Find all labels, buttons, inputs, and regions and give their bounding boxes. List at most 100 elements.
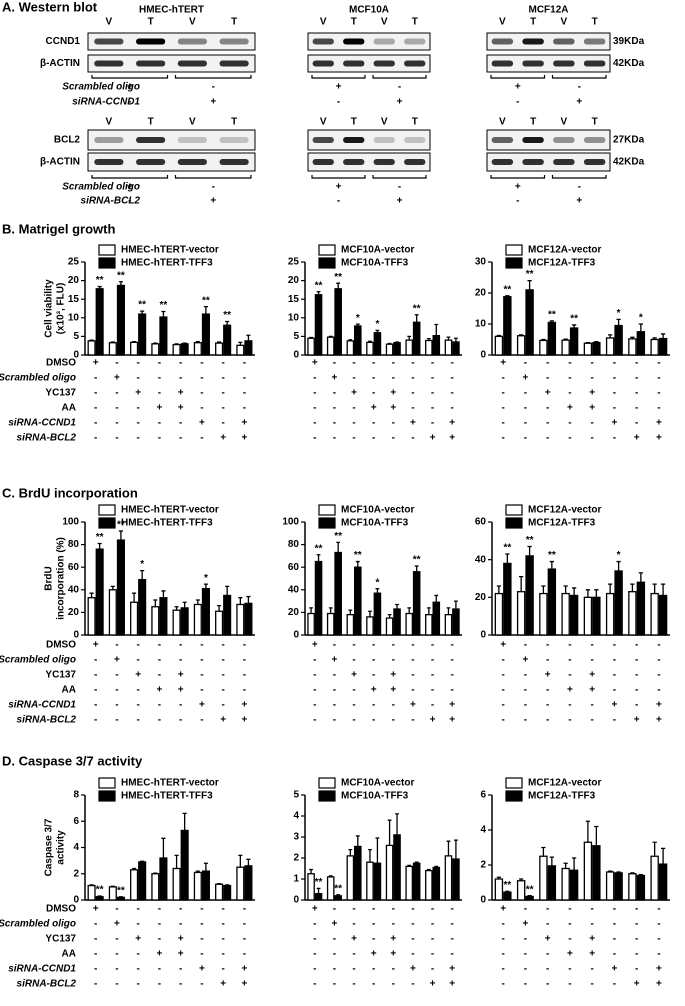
y-tick-label: 60 [68, 562, 80, 573]
blot-band [94, 60, 124, 67]
treatment-sign: + [390, 388, 396, 399]
bar [201, 870, 210, 901]
bar [151, 606, 160, 636]
treatment-label: siRNA-CCND1 [8, 964, 76, 975]
error-bar [238, 854, 243, 868]
treatment-sign: - [392, 715, 395, 726]
lane-label: V [320, 117, 327, 128]
treatment-sign: - [200, 373, 203, 384]
bar [385, 844, 394, 901]
bar [116, 539, 125, 636]
blot-band [94, 38, 124, 45]
error-bar [454, 839, 458, 860]
treatment-sign: + [220, 433, 226, 444]
treatment-sign: - [128, 196, 131, 207]
treatment-sign: + [545, 934, 551, 945]
treatment-sign: - [94, 403, 97, 414]
significance-label: * [639, 313, 643, 324]
legend-swatch [98, 257, 116, 269]
treatment-sign: - [431, 418, 434, 429]
bar [494, 592, 504, 636]
treatment-sign: - [568, 964, 571, 975]
treatment-sign: - [136, 949, 139, 960]
treatment-sign: - [115, 640, 118, 651]
bar [244, 602, 253, 636]
error-bar [519, 878, 524, 881]
treatment-sign: - [451, 403, 454, 414]
bar [314, 560, 323, 636]
error-bar [660, 847, 666, 865]
treatment-sign: + [241, 964, 247, 975]
treatment-sign: - [411, 670, 414, 681]
bar [373, 592, 382, 636]
error-bar [594, 341, 599, 343]
error-bar [97, 542, 102, 550]
treatment-sign: - [313, 964, 316, 975]
treatment-sign: - [392, 979, 395, 990]
bar [373, 332, 382, 356]
treatment-sign: + [312, 358, 318, 369]
significance-label: ** [548, 550, 556, 561]
legend-label: MCF10A-TFF3 [341, 258, 409, 269]
legend-swatch [318, 517, 336, 529]
error-bar [454, 337, 458, 342]
treatment-sign: - [352, 418, 355, 429]
blot-band [553, 159, 575, 165]
significance-label: ** [548, 310, 556, 321]
y-tick-label: 0 [293, 350, 299, 361]
treatment-sign: - [115, 685, 118, 696]
treatment-sign: + [576, 196, 582, 207]
significance-label: ** [526, 535, 534, 546]
significance-label: * [140, 559, 144, 570]
bar [334, 288, 342, 356]
treatment-sign: + [449, 979, 455, 990]
significance-label: ** [503, 284, 511, 295]
blot-band [553, 38, 575, 45]
y-tick-label: 6 [73, 816, 79, 827]
lane-label: T [351, 117, 357, 128]
y-tick-label: 0 [480, 350, 486, 361]
treatment-sign: - [221, 655, 224, 666]
y-tick-label: 5 [73, 331, 79, 342]
treatment-sign: - [243, 685, 246, 696]
error-bar [316, 554, 321, 562]
legend-label: MCF10A-TFF3 [341, 518, 409, 529]
treatment-sign: + [656, 964, 662, 975]
blot-frame [87, 129, 256, 151]
bar [516, 591, 526, 636]
treatment-sign: - [431, 388, 434, 399]
treatment-sign: - [568, 388, 571, 399]
error-bar [118, 281, 123, 286]
blot-frame [307, 54, 431, 73]
treatment-sign: - [313, 685, 316, 696]
treatment-sign: - [546, 700, 549, 711]
bar [354, 325, 362, 356]
bar [569, 594, 579, 636]
error-bar [97, 895, 102, 897]
treatment-sign: - [243, 934, 246, 945]
y-tick-label: 40 [68, 584, 80, 595]
treatment-sign: - [372, 358, 375, 369]
bar [354, 845, 362, 901]
bar [236, 344, 245, 356]
error-bar [309, 336, 313, 339]
treatment-sign: - [590, 418, 593, 429]
y-tick-label: 20 [68, 607, 80, 618]
bar [605, 337, 615, 356]
y-tick-label: 20 [288, 607, 300, 618]
legend-label: HMEC-hTERT-vector [121, 505, 219, 516]
treatment-sign: - [352, 919, 355, 930]
treatment-sign: - [136, 700, 139, 711]
error-bar [217, 882, 222, 885]
treatment-sign: - [431, 373, 434, 384]
bar [366, 861, 374, 901]
error-bar [426, 868, 431, 871]
bar [236, 603, 245, 636]
treatment-sign: - [411, 403, 414, 414]
treatment-sign: + [449, 715, 455, 726]
blot-band [491, 137, 514, 143]
error-bar [336, 282, 341, 289]
error-bar [203, 305, 208, 315]
treatment-label: Scrambled oligo [62, 182, 140, 193]
y-tick-label: 2 [73, 868, 79, 879]
